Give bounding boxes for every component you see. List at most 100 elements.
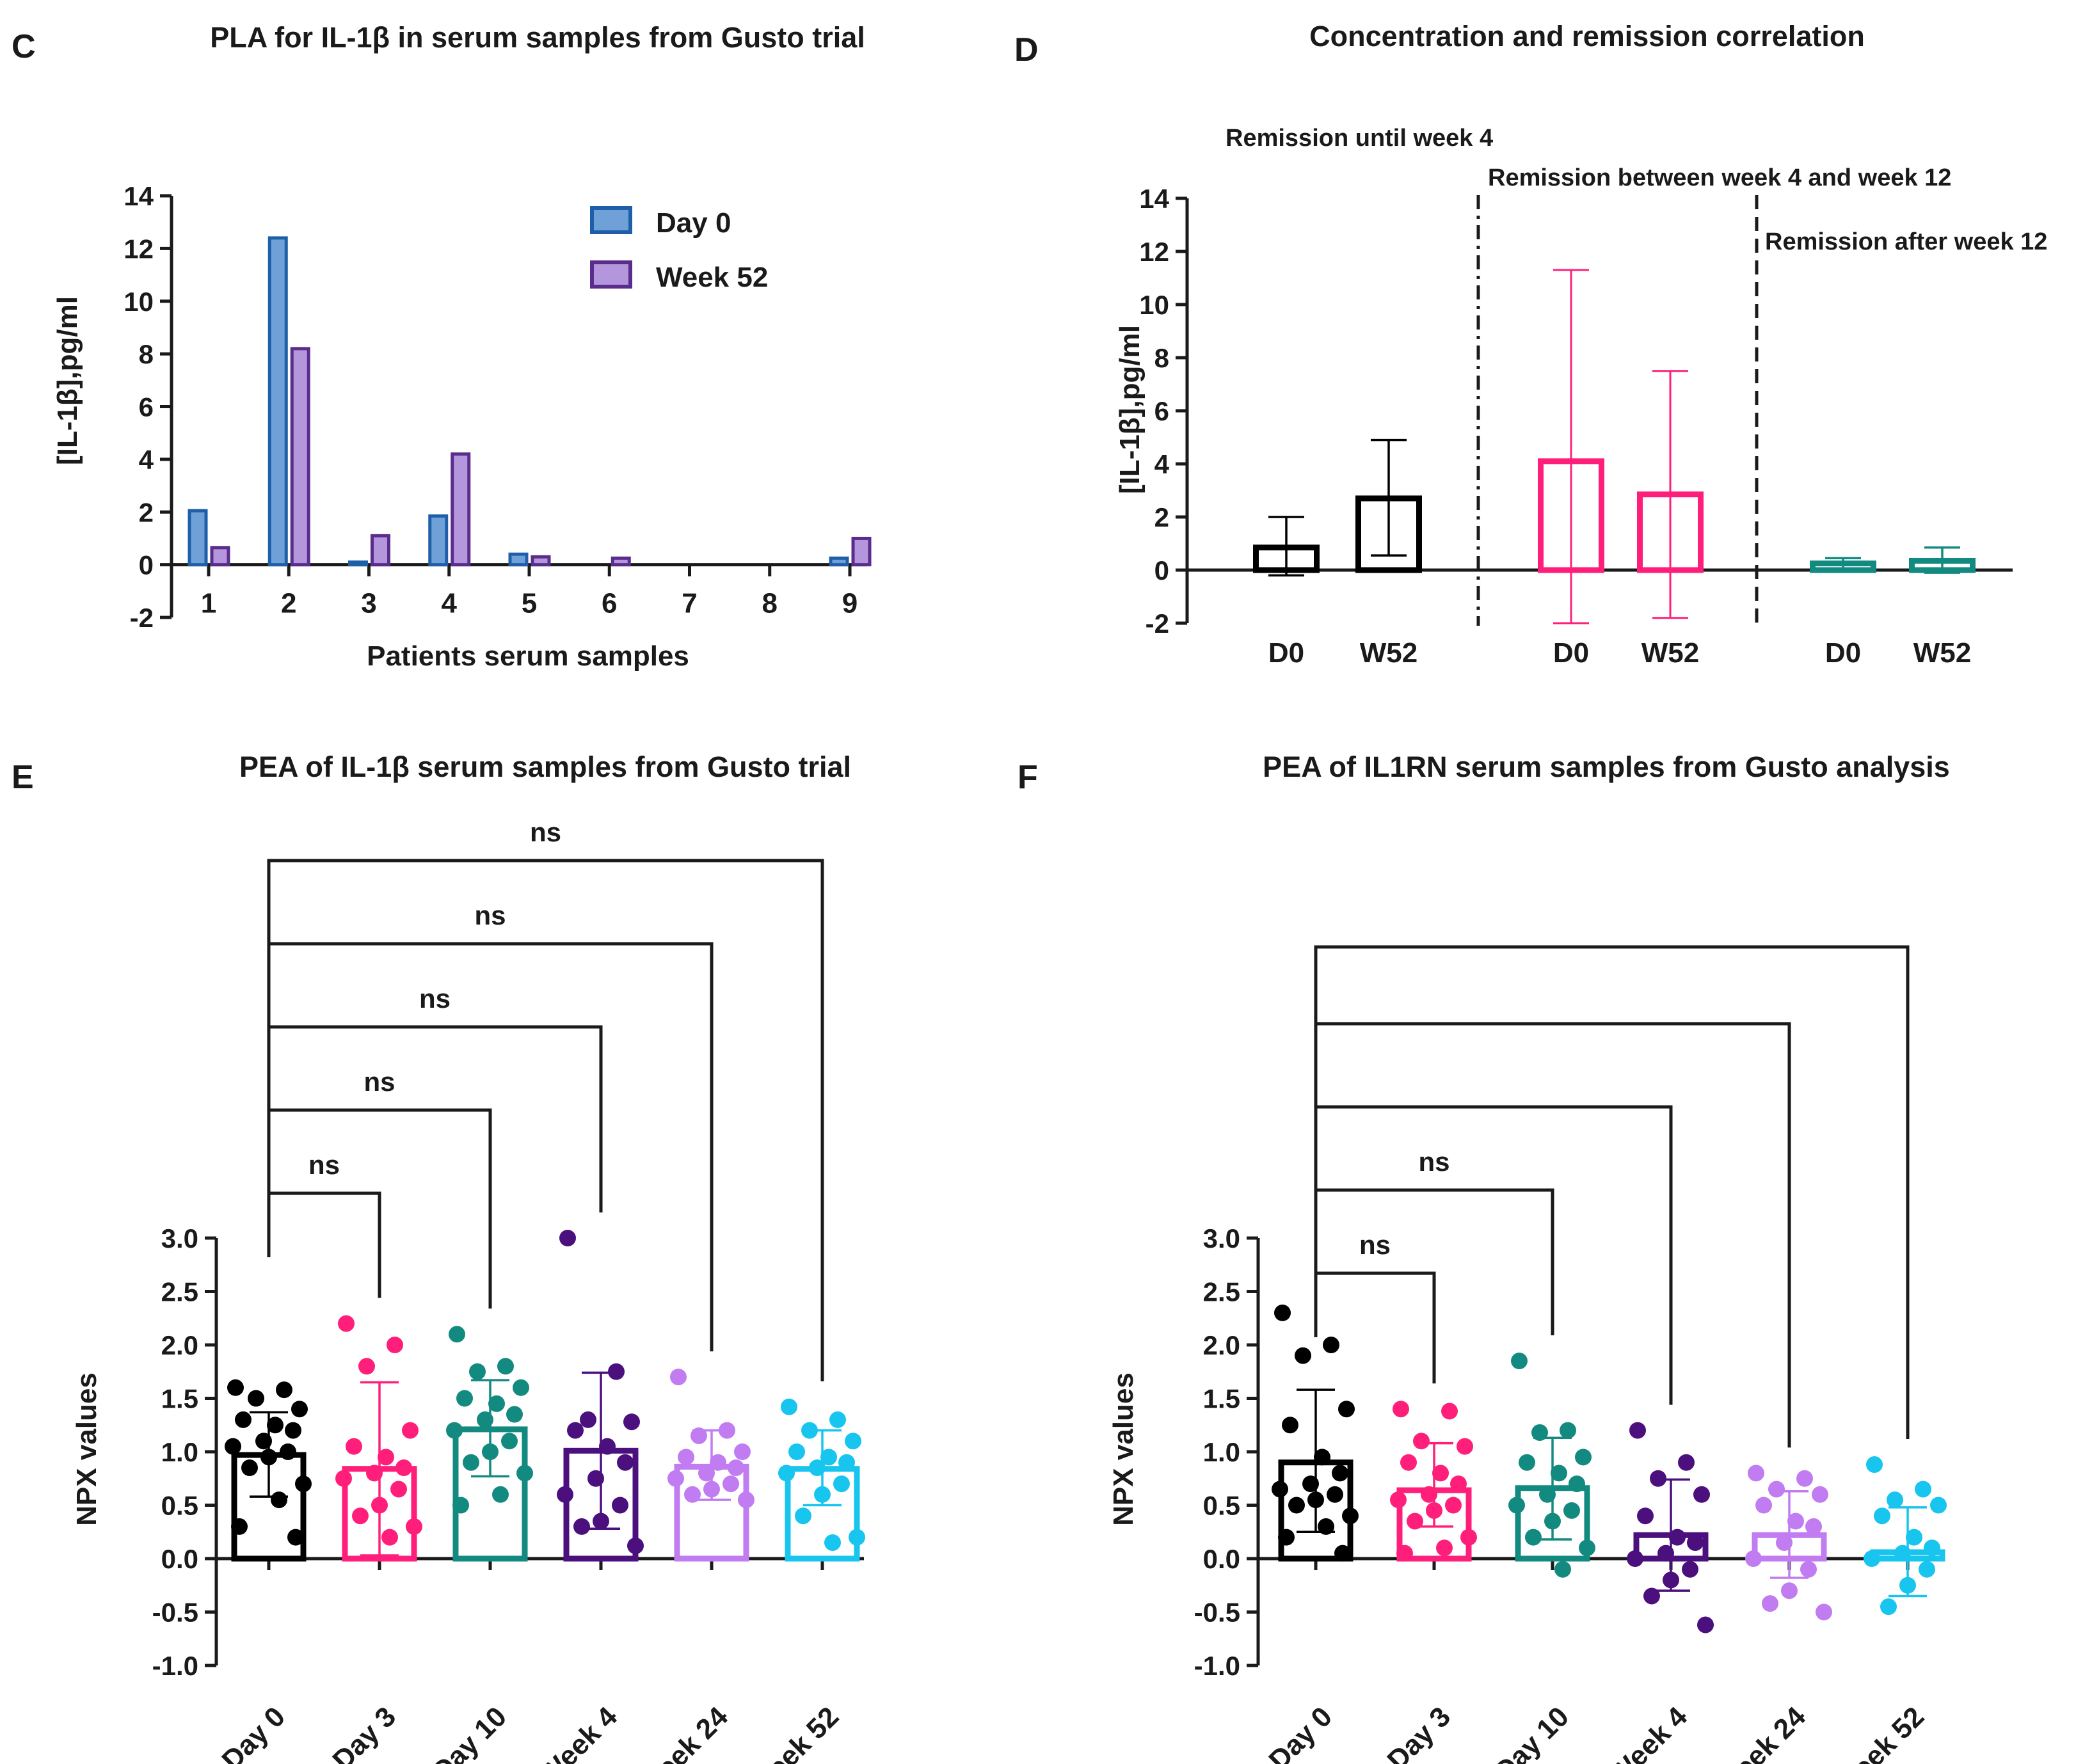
panel-e-point-day-3 bbox=[371, 1497, 388, 1514]
panel-e-y-tick-label: 0.0 bbox=[161, 1544, 198, 1574]
panel-c-bar-week-52-patient-9 bbox=[851, 536, 872, 567]
panel-f-point-day-10 bbox=[1519, 1454, 1535, 1471]
panel-e-point-day-3 bbox=[381, 1529, 398, 1546]
panel-f-point-week-4 bbox=[1643, 1587, 1660, 1605]
panel-d-y-tick-label: 8 bbox=[1154, 343, 1169, 373]
panel-c-y-tick-label: 14 bbox=[124, 181, 154, 211]
panel-f-point-day-0 bbox=[1332, 1465, 1348, 1482]
panel-f-ylabel: NPX values bbox=[1108, 1372, 1139, 1526]
panel-f-point-week-4 bbox=[1682, 1561, 1698, 1578]
panel-f-point-week-24 bbox=[1776, 1534, 1793, 1551]
panel-e-point-day-0 bbox=[231, 1518, 248, 1535]
panel-f-point-week-4 bbox=[1697, 1616, 1714, 1633]
panel-e-point-day-3 bbox=[406, 1518, 422, 1535]
panel-d: D Concentration and remission correlatio… bbox=[1014, 20, 2047, 669]
panel-e-point-day-0 bbox=[295, 1475, 312, 1493]
panel-f-point-week-52 bbox=[1866, 1456, 1883, 1474]
panel-e-point-day-0 bbox=[248, 1390, 264, 1407]
panel-e-point-day-10 bbox=[513, 1379, 529, 1396]
panel-e-point-week-4 bbox=[617, 1454, 634, 1471]
panel-e-point-week-24 bbox=[723, 1475, 739, 1493]
panel-f-point-day-0 bbox=[1327, 1486, 1343, 1503]
panel-c-y-tick-label: 4 bbox=[139, 445, 154, 475]
panel-e-point-week-4 bbox=[623, 1413, 640, 1431]
panel-f-point-week-4 bbox=[1637, 1507, 1654, 1525]
panel-c-bar-day-0-patient-1 bbox=[188, 509, 208, 567]
panel-e-y-tick-label: 2.0 bbox=[161, 1330, 198, 1360]
panel-e-point-day-3 bbox=[366, 1465, 383, 1482]
panel-c-legend: Day 0 Week 52 bbox=[590, 206, 768, 293]
group-label-remission-week4-12: Remission between week 4 and week 12 bbox=[1488, 164, 1951, 191]
panel-e-point-week-52 bbox=[788, 1443, 805, 1460]
panel-e-point-day-10 bbox=[446, 1422, 463, 1439]
panel-f-point-day-0 bbox=[1338, 1401, 1355, 1418]
panel-c-bar-week-52-patient-6 bbox=[611, 556, 631, 567]
panel-f-point-week-24 bbox=[1781, 1582, 1798, 1600]
panel-f-point-week-52 bbox=[1924, 1539, 1940, 1557]
panel-e-point-day-3 bbox=[338, 1315, 355, 1332]
panel-letter-e: E bbox=[12, 759, 34, 796]
panel-e-point-day-10 bbox=[516, 1465, 533, 1482]
panel-f-point-week-4 bbox=[1669, 1529, 1686, 1546]
panel-e-point-week-52 bbox=[820, 1449, 837, 1466]
panel-c-bar-day-0-patient-9 bbox=[829, 556, 849, 567]
panel-d-ylabel: [IL-1β],pg/ml bbox=[1114, 325, 1146, 494]
panel-f-title: PEA of IL1RN serum samples from Gusto an… bbox=[1263, 751, 1950, 783]
panel-c-x-tick-label: 4 bbox=[442, 588, 458, 619]
panel-e-point-day-10 bbox=[463, 1454, 479, 1471]
panel-d-y-tick-label: 14 bbox=[1139, 184, 1169, 214]
panel-d-x-label-w52: W52 bbox=[1360, 637, 1417, 669]
panel-d-y-tick-label: -2 bbox=[1146, 608, 1169, 639]
panel-f-y-tick-label: 3.0 bbox=[1203, 1223, 1240, 1253]
panel-d-y-tick-label: 2 bbox=[1154, 502, 1169, 532]
panel-f-point-day-3 bbox=[1400, 1454, 1417, 1471]
panel-e-point-day-3 bbox=[346, 1438, 362, 1455]
panel-e-point-week-24 bbox=[734, 1443, 751, 1460]
panel-f-point-week-24 bbox=[1748, 1465, 1764, 1482]
panel-e-point-day-0 bbox=[235, 1411, 252, 1428]
panel-e-point-day-10 bbox=[501, 1433, 518, 1450]
panel-f-point-day-0 bbox=[1323, 1337, 1339, 1353]
panel-f-point-week-4 bbox=[1663, 1571, 1679, 1589]
panel-e-point-day-0 bbox=[255, 1433, 272, 1450]
panel-d-y-tick-label: 0 bbox=[1154, 555, 1169, 585]
panel-c-bar-day-0-patient-2 bbox=[267, 236, 288, 567]
panel-e-point-week-4 bbox=[612, 1497, 628, 1514]
panel-e-point-week-24 bbox=[670, 1369, 687, 1386]
panel-c-y-tick-label: 8 bbox=[139, 339, 154, 369]
panel-c-bar-week-52-patient-3 bbox=[371, 534, 390, 567]
panel-e-ylabel: NPX values bbox=[71, 1372, 102, 1526]
panel-e-y-tick-label: 0.5 bbox=[161, 1491, 198, 1521]
panel-e-point-week-24 bbox=[684, 1486, 701, 1503]
panel-c-bar-week-52-patient-4 bbox=[451, 452, 471, 567]
panel-e-y-tick-label: -0.5 bbox=[152, 1598, 198, 1628]
panel-e-significance-label: ns bbox=[419, 983, 451, 1013]
panel-e-significance-label: ns bbox=[363, 1067, 395, 1097]
panel-e-point-day-3 bbox=[395, 1459, 412, 1477]
panel-f-point-week-24 bbox=[1805, 1518, 1822, 1535]
panel-f-point-day-10 bbox=[1551, 1465, 1567, 1482]
group-label-remission-after-12: Remission after week 12 bbox=[1765, 228, 2047, 255]
panel-f-point-day-10 bbox=[1560, 1422, 1576, 1439]
panel-f-point-day-0 bbox=[1342, 1507, 1359, 1525]
panel-f-point-day-10 bbox=[1575, 1449, 1592, 1466]
panel-f-significance-label: ns bbox=[1418, 1147, 1449, 1177]
panel-e-point-week-52 bbox=[809, 1459, 826, 1477]
panel-e-point-week-4 bbox=[587, 1470, 604, 1487]
panel-e-point-day-3 bbox=[378, 1449, 394, 1466]
panel-f-point-week-24 bbox=[1762, 1595, 1778, 1612]
panel-e-point-day-0 bbox=[271, 1491, 287, 1509]
panel-e-y-tick-label: -1.0 bbox=[152, 1651, 198, 1681]
panel-e-point-day-3 bbox=[402, 1422, 419, 1439]
panel-c-y-tick-label: 12 bbox=[124, 234, 154, 264]
panel-f-point-week-4 bbox=[1693, 1486, 1710, 1503]
panel-c-bar-week-52-patient-2 bbox=[290, 347, 310, 567]
panel-f-point-day-10 bbox=[1544, 1513, 1561, 1530]
panel-e-point-day-10 bbox=[477, 1411, 493, 1428]
panel-e-y-tick-label: 1.5 bbox=[161, 1384, 198, 1414]
panel-f-point-day-3 bbox=[1460, 1529, 1477, 1546]
panel-c-x-tick-label: 5 bbox=[522, 588, 537, 619]
panel-f-point-week-24 bbox=[1787, 1513, 1804, 1530]
panel-f-point-day-3 bbox=[1390, 1491, 1407, 1509]
